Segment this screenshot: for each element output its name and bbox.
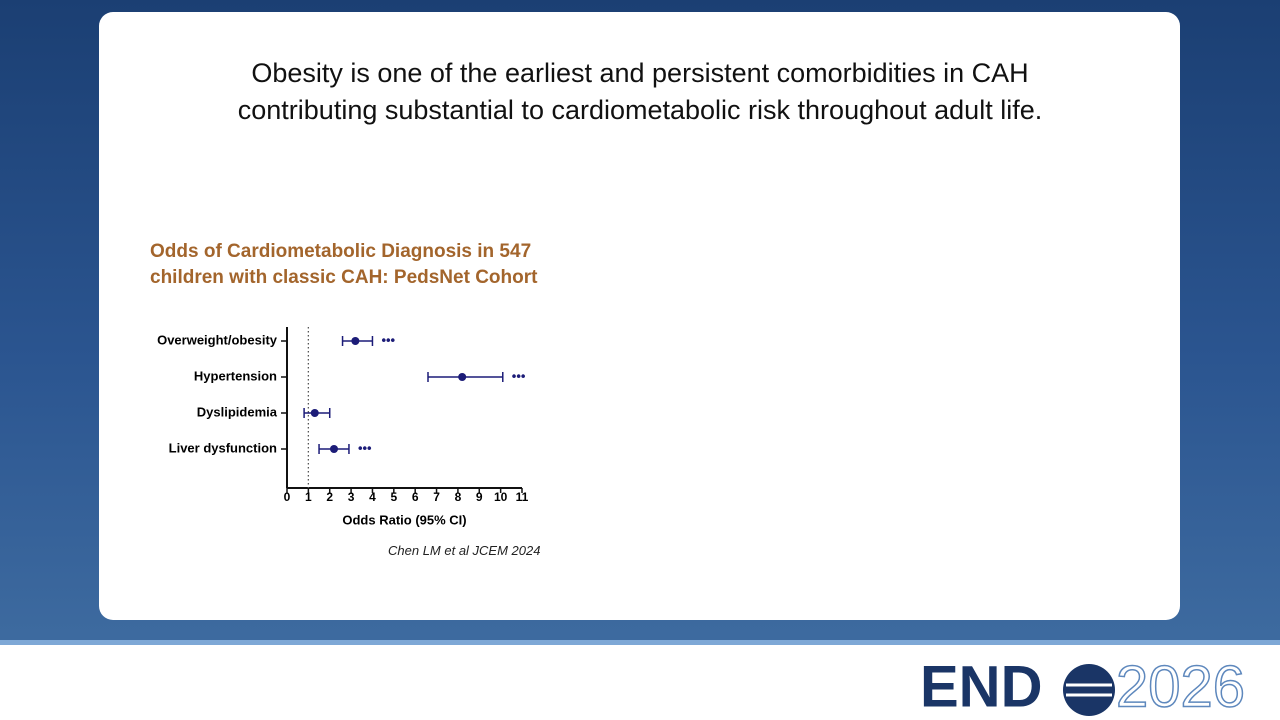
x-tick-label: 11 <box>516 490 529 504</box>
x-tick-label: 7 <box>433 490 440 504</box>
chart-title: Odds of Cardiometabolic Diagnosis in 547 <box>150 241 532 262</box>
logo-globe <box>1063 664 1115 716</box>
x-tick-label: 6 <box>412 490 419 504</box>
citation: Chen LM et al JCEM 2024 <box>388 543 541 558</box>
significance-marker: ••• <box>358 440 372 455</box>
category-label: Hypertension <box>194 368 277 383</box>
significance-marker: ••• <box>381 332 395 347</box>
significance-marker: ••• <box>512 368 526 383</box>
x-tick-label: 3 <box>348 490 355 504</box>
logo-brand: END <box>920 654 1042 719</box>
point-estimate <box>310 409 319 417</box>
slide-title: contributing substantial to cardiometabo… <box>237 95 1043 125</box>
x-tick-label: 2 <box>326 490 333 504</box>
logo: END 2026 <box>920 654 1246 720</box>
x-tick-label: 5 <box>390 490 397 504</box>
x-tick-label: 1 <box>305 490 312 504</box>
x-tick-label: 4 <box>369 490 376 504</box>
category-label: Overweight/obesity <box>157 332 278 347</box>
slide-title: Obesity is one of the earliest and persi… <box>251 58 1029 88</box>
x-tick-label: 9 <box>476 490 483 504</box>
x-tick-label: 8 <box>455 490 462 504</box>
x-axis-label: Odds Ratio (95% CI) <box>342 512 466 527</box>
category-label: Dyslipidemia <box>197 404 278 419</box>
logo-globe-line <box>1066 683 1112 697</box>
x-tick-label: 10 <box>494 490 508 504</box>
point-estimate <box>458 373 467 381</box>
content-card <box>99 12 1180 620</box>
category-label: Liver dysfunction <box>169 440 277 455</box>
point-estimate <box>351 337 360 345</box>
footer: END 2026 <box>0 640 1280 720</box>
x-tick-label: 0 <box>284 490 291 504</box>
chart-title: children with classic CAH: PedsNet Cohor… <box>150 267 538 288</box>
point-estimate <box>330 445 338 453</box>
logo-year: 2026 <box>1116 654 1245 719</box>
